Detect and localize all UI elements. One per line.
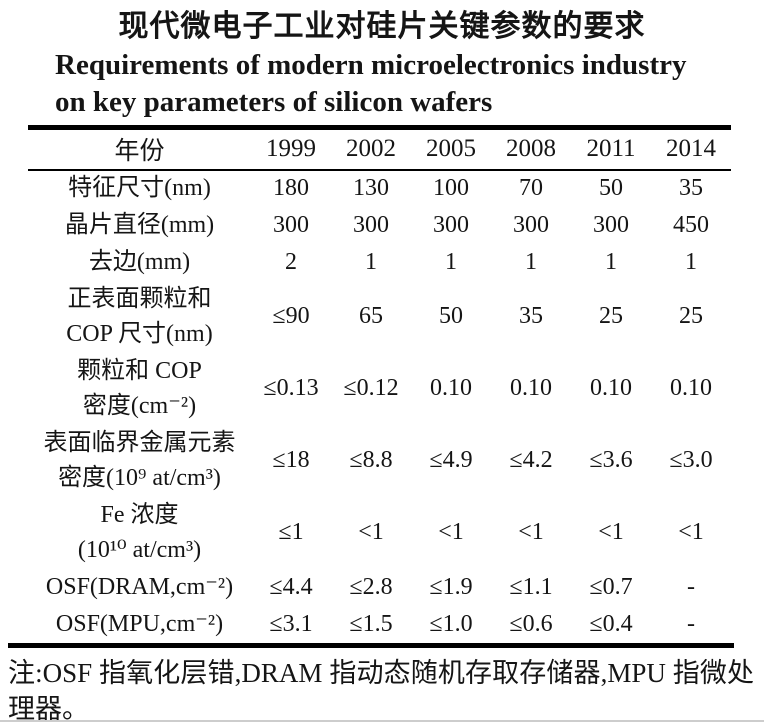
table-row: Fe 浓度 (10¹⁰ at/cm³) ≤1 <1 <1 <1 <1 <1 [28, 497, 731, 569]
table-title-chinese: 现代微电子工业对硅片关键参数的要求 [118, 9, 646, 44]
row-label: 表面临界金属元素 密度(10⁹ at/cm³) [43, 429, 236, 491]
page-bottom-scan-line [0, 720, 764, 722]
table-cell: <1 [518, 519, 544, 545]
row-label: 晶片直径(mm) [64, 211, 215, 238]
table-bottom-rule [8, 642, 734, 648]
table-cell: ≤3.6 [589, 447, 633, 473]
table-cell: ≤1.9 [429, 573, 473, 600]
row-label: 颗粒和 COP 密度(cm⁻²) [77, 357, 202, 419]
table-cell: 0.10 [510, 375, 552, 401]
table-cell: 300 [513, 211, 549, 238]
table-cell: 0.10 [430, 375, 472, 401]
table-cell: ≤8.8 [349, 447, 393, 473]
table-cell: <1 [678, 519, 704, 545]
table-cell: 300 [593, 211, 629, 238]
table-cell: 65 [359, 303, 383, 329]
table-cell: ≤1.0 [429, 610, 473, 637]
table-header-row: 年份 1999 2002 2005 2008 2011 2014 [28, 127, 731, 171]
table-cell: ≤1.5 [349, 610, 393, 637]
table-cell: 0.10 [670, 375, 712, 401]
header-year: 2002 [331, 127, 411, 171]
table-cell: ≤1 [278, 519, 304, 545]
row-label: Fe 浓度 (10¹⁰ at/cm³) [77, 501, 202, 563]
table-cell: ≤0.6 [509, 610, 553, 637]
row-label: 正表面颗粒和 COP 尺寸(nm) [66, 285, 213, 347]
table-cell: <1 [358, 519, 384, 545]
table-cell: 50 [599, 175, 623, 201]
table-cell: 1 [605, 248, 617, 275]
header-year: 2005 [411, 127, 491, 171]
row-label: 去边(mm) [88, 248, 191, 275]
table-row: OSF(MPU,cm⁻²) ≤3.1 ≤1.5 ≤1.0 ≤0.6 ≤0.4 - [28, 606, 731, 643]
table-cell: 130 [353, 175, 389, 201]
table-cell: <1 [438, 519, 464, 545]
table-cell: 0.10 [590, 375, 632, 401]
table-cell: - [687, 573, 695, 600]
table-cell: ≤4.2 [509, 447, 553, 473]
header-year: 2014 [651, 127, 731, 171]
table-cell: ≤0.12 [343, 375, 399, 401]
table-cell: 300 [273, 211, 309, 238]
table-cell: - [687, 610, 695, 637]
table-title-english-line2: on key parameters of silicon wafers [55, 86, 493, 118]
table-cell: 450 [673, 211, 709, 238]
table-cell: ≤1.1 [509, 573, 553, 600]
table-cell: 1 [365, 248, 377, 275]
table-row: OSF(DRAM,cm⁻²) ≤4.4 ≤2.8 ≤1.9 ≤1.1 ≤0.7 … [28, 569, 731, 606]
table-row: 特征尺寸(nm) 180 130 100 70 50 35 [28, 170, 731, 207]
table-cell: 180 [273, 175, 309, 201]
table-cell: 35 [679, 175, 703, 201]
table-cell: 1 [685, 248, 697, 275]
header-year-label: 年份 [28, 127, 251, 171]
table-cell: 300 [353, 211, 389, 238]
table-row: 晶片直径(mm) 300 300 300 300 300 450 [28, 207, 731, 244]
table-cell: ≤2.8 [349, 573, 393, 600]
table-row: 颗粒和 COP 密度(cm⁻²) ≤0.13 ≤0.12 0.10 0.10 0… [28, 353, 731, 425]
table-cell: ≤3.0 [669, 447, 713, 473]
table-footnote: 注:OSF 指氧化层错,DRAM 指动态随机存取存储器,MPU 指微处理器。 [8, 657, 754, 724]
table-row: 表面临界金属元素 密度(10⁹ at/cm³) ≤18 ≤8.8 ≤4.9 ≤4… [28, 425, 731, 497]
table-cell: ≤4.4 [269, 573, 313, 600]
table-cell: 70 [519, 175, 543, 201]
table-cell: 100 [433, 175, 469, 201]
table-cell: ≤18 [272, 447, 310, 473]
row-label: OSF(DRAM,cm⁻²) [45, 573, 234, 600]
table-cell: 300 [433, 211, 469, 238]
header-year: 2008 [491, 127, 571, 171]
table-cell: ≤3.1 [269, 610, 313, 637]
header-year: 1999 [251, 127, 331, 171]
header-year: 2011 [571, 127, 651, 171]
table-cell: 1 [525, 248, 537, 275]
table-cell: ≤0.4 [589, 610, 633, 637]
table-cell: <1 [598, 519, 624, 545]
table-cell: 50 [439, 303, 463, 329]
table-cell: 25 [599, 303, 623, 329]
table-cell: 1 [445, 248, 457, 275]
table-row: 去边(mm) 2 1 1 1 1 1 [28, 244, 731, 281]
table-cell: ≤4.9 [429, 447, 473, 473]
table-cell: ≤0.13 [263, 375, 319, 401]
row-label: 特征尺寸(nm) [68, 175, 211, 201]
table-cell: ≤0.7 [589, 573, 633, 600]
table-cell: ≤90 [272, 303, 310, 329]
row-label: OSF(MPU,cm⁻²) [55, 610, 224, 637]
table-cell: 25 [679, 303, 703, 329]
table-row: 正表面颗粒和 COP 尺寸(nm) ≤90 65 50 35 25 25 [28, 281, 731, 353]
table-cell: 35 [519, 303, 543, 329]
table-cell: 2 [285, 248, 297, 275]
silicon-wafer-parameters-table: 年份 1999 2002 2005 2008 2011 2014 特征尺寸(nm… [28, 125, 731, 643]
table-title-english-line1: Requirements of modern microelectronics … [55, 49, 687, 81]
